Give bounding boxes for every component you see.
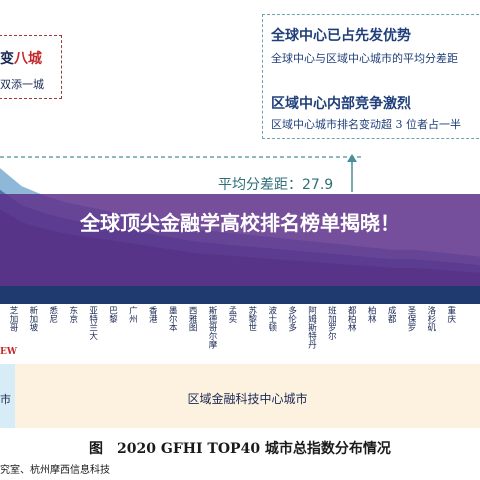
left-callout-box: [0, 35, 62, 99]
source-note: 究室、杭州摩西信息科技: [0, 465, 110, 476]
city-label: 成都: [386, 306, 397, 323]
city-label: 都柏林: [346, 306, 357, 332]
city-label: 孟买: [226, 306, 237, 323]
left-callout-title: 变八城: [0, 51, 42, 67]
city-label: 新加坡: [27, 306, 38, 332]
city-label: 洛杉矶: [425, 306, 436, 332]
city-label: 重庆: [445, 306, 456, 323]
mean-gap-annotation: 平均分差距：27.9: [218, 177, 334, 193]
city-label: 班加罗尔: [326, 306, 337, 340]
city-label: 阿姆斯特丹: [306, 306, 317, 349]
city-label: 西雅图: [187, 306, 198, 332]
left-callout-title-red: 八城: [14, 51, 42, 67]
city-label: 多伦多: [286, 306, 297, 332]
region-group-label: 区域金融科技中心城市: [187, 392, 308, 406]
city-label: 墨尔本: [167, 306, 178, 332]
chart-caption: 图 2020 GFHI TOP40 城市总指数分布情况: [89, 441, 391, 457]
new-badge: EW: [0, 347, 17, 357]
city-label: 苏黎世: [246, 306, 257, 332]
right-callout-text-2: 区域中心城市排名变动超 3 位者占一半: [271, 118, 461, 131]
left-callout-subtitle: 双添一城: [0, 78, 44, 91]
city-label: 波士顿: [266, 306, 277, 332]
city-label: 悉尼: [47, 306, 58, 323]
right-callout-box: [262, 14, 480, 139]
right-callout-text-1: 全球中心与区域中心城市的平均分差距: [271, 52, 458, 65]
banner-title: 全球顶尖金融学高校排名榜单揭晓！: [80, 211, 400, 235]
right-callout-heading-1: 全球中心已占先发优势: [271, 28, 411, 44]
city-label: 柏林: [366, 306, 377, 323]
city-label: 芝加哥: [8, 306, 18, 332]
city-label: 东京: [67, 306, 78, 323]
axis-strip: [0, 286, 480, 304]
new-badge-bg: [0, 346, 15, 362]
title-banner: [0, 194, 480, 286]
city-labels-area: [0, 304, 480, 364]
city-label: 圣保罗: [406, 306, 416, 332]
city-label: 广州: [127, 306, 138, 323]
left-group-panel: [0, 364, 15, 428]
city-label: 亚特兰大: [87, 306, 98, 340]
city-label: 巴黎: [107, 306, 118, 323]
right-callout-heading-2: 区域中心内部竞争激烈: [271, 96, 411, 112]
region-group-panel: [15, 364, 480, 428]
city-label: 香港: [147, 306, 158, 323]
mean-gap-arrow-head: [347, 154, 357, 162]
city-label: 斯德哥尔摩: [207, 306, 217, 349]
left-group-label: 市: [0, 393, 11, 406]
